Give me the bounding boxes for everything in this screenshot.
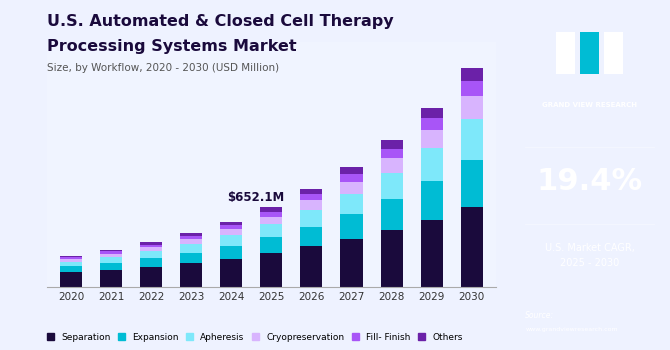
Bar <box>261 207 282 212</box>
Bar <box>340 182 362 194</box>
Bar <box>220 259 243 287</box>
Bar <box>60 266 82 272</box>
Bar <box>60 257 82 259</box>
Bar <box>140 251 162 258</box>
Bar <box>261 237 282 253</box>
Bar <box>421 118 443 130</box>
Bar <box>100 250 122 251</box>
Bar <box>421 181 443 220</box>
Bar <box>140 267 162 287</box>
Bar <box>140 247 162 251</box>
Bar <box>461 68 483 81</box>
Bar <box>421 220 443 287</box>
Bar <box>421 148 443 181</box>
Bar <box>220 235 243 246</box>
Text: U.S. Market CAGR,
2025 - 2030: U.S. Market CAGR, 2025 - 2030 <box>545 244 634 267</box>
Bar <box>220 229 243 235</box>
Bar <box>261 253 282 287</box>
Bar <box>340 194 362 214</box>
Text: Processing Systems Market: Processing Systems Market <box>47 38 297 54</box>
Bar <box>140 245 162 247</box>
Bar <box>421 130 443 148</box>
Bar <box>300 210 322 226</box>
Bar <box>381 230 403 287</box>
FancyBboxPatch shape <box>580 32 599 74</box>
Text: $652.1M: $652.1M <box>227 191 285 204</box>
Bar <box>60 256 82 257</box>
Bar <box>140 243 162 245</box>
Bar <box>381 149 403 158</box>
Bar <box>381 140 403 149</box>
Bar <box>381 199 403 230</box>
Bar <box>180 263 202 287</box>
Bar <box>300 226 322 246</box>
FancyBboxPatch shape <box>556 32 575 74</box>
Text: Source:: Source: <box>525 310 554 320</box>
Bar <box>421 108 443 118</box>
Bar <box>261 224 282 237</box>
Bar <box>220 222 243 225</box>
Bar <box>461 119 483 160</box>
Bar <box>381 158 403 173</box>
Bar <box>220 246 243 259</box>
Bar <box>220 225 243 229</box>
Bar <box>180 239 202 244</box>
Bar <box>461 81 483 96</box>
Bar <box>461 96 483 119</box>
Text: www.grandviewresearch.com: www.grandviewresearch.com <box>525 327 618 331</box>
Text: U.S. Automated & Closed Cell Therapy: U.S. Automated & Closed Cell Therapy <box>47 14 393 29</box>
Bar <box>340 174 362 182</box>
Bar <box>340 214 362 239</box>
Bar <box>100 257 122 262</box>
Bar <box>60 259 82 262</box>
Bar <box>180 236 202 239</box>
Bar <box>261 217 282 224</box>
Bar <box>300 194 322 200</box>
Bar <box>60 262 82 266</box>
Bar <box>100 262 122 270</box>
Text: GRAND VIEW RESEARCH: GRAND VIEW RESEARCH <box>542 102 637 108</box>
Bar <box>340 239 362 287</box>
Bar <box>140 258 162 267</box>
Bar <box>300 246 322 287</box>
Bar <box>461 160 483 207</box>
Legend: Separation, Expansion, Apheresis, Cryopreservation, Fill- Finish, Others: Separation, Expansion, Apheresis, Cryopr… <box>43 329 466 345</box>
Text: 19.4%: 19.4% <box>537 168 643 196</box>
Bar <box>180 253 202 263</box>
Bar <box>300 189 322 194</box>
Bar <box>340 167 362 174</box>
Bar <box>180 244 202 253</box>
Bar <box>60 272 82 287</box>
Bar <box>180 233 202 236</box>
Bar <box>100 254 122 257</box>
Bar <box>381 173 403 199</box>
FancyBboxPatch shape <box>604 32 623 74</box>
Bar <box>100 251 122 254</box>
Bar <box>100 270 122 287</box>
Bar <box>261 212 282 217</box>
Bar <box>461 207 483 287</box>
Bar <box>300 200 322 210</box>
Text: Size, by Workflow, 2020 - 2030 (USD Million): Size, by Workflow, 2020 - 2030 (USD Mill… <box>47 63 279 73</box>
